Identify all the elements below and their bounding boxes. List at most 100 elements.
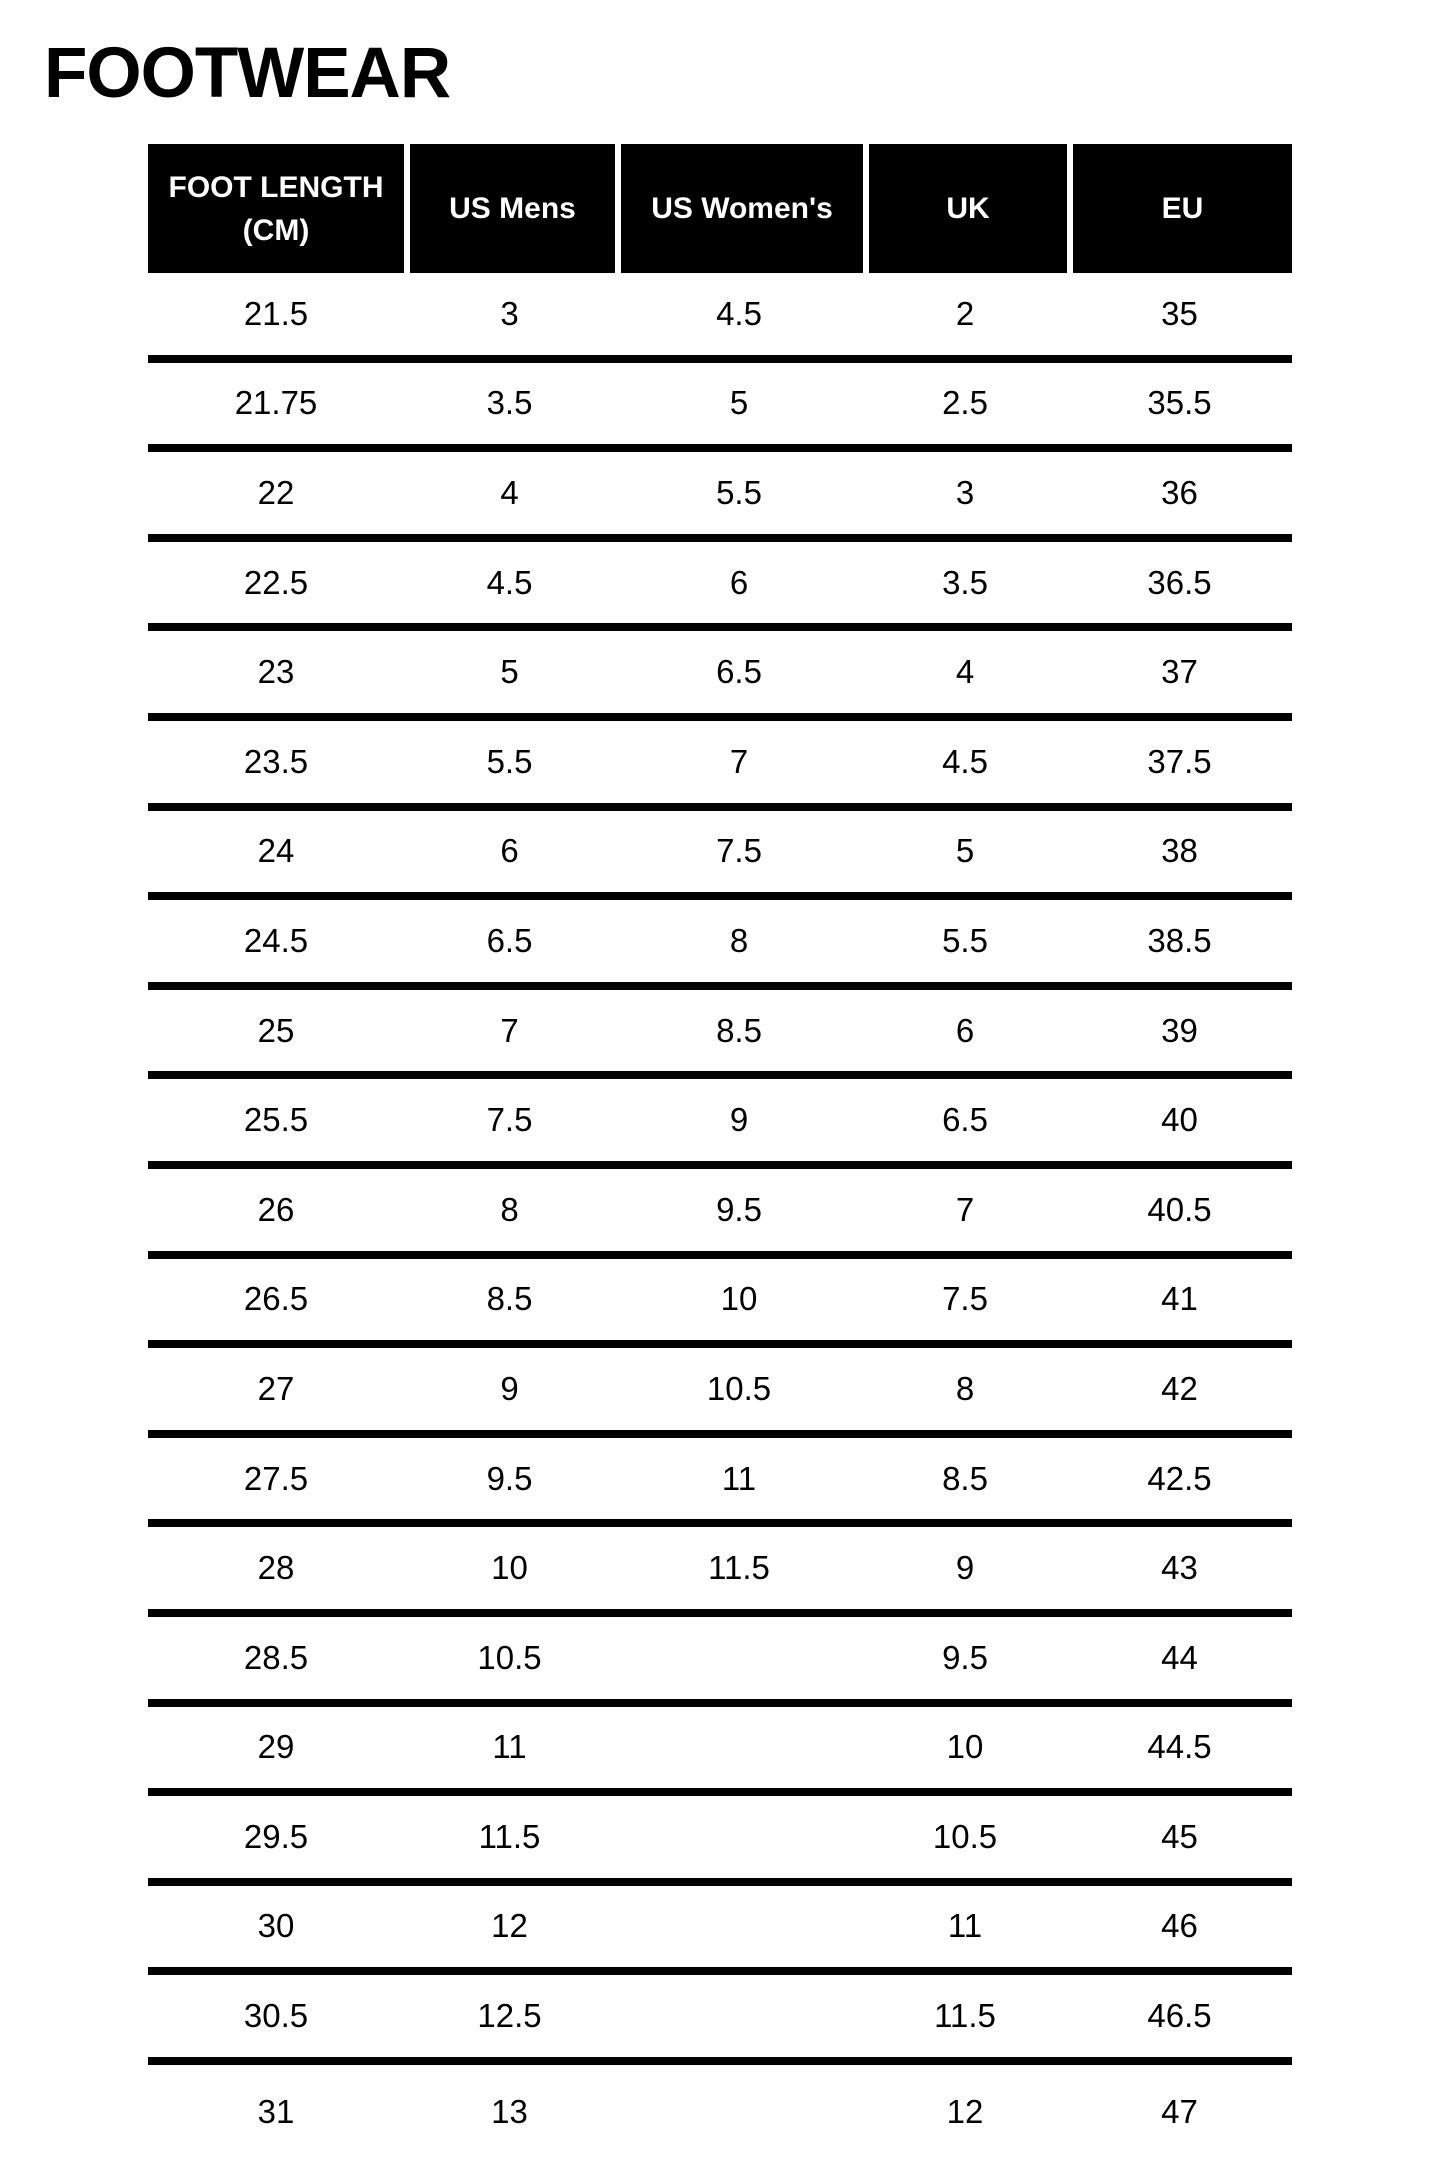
table-cell: 30.5 bbox=[243, 1997, 309, 2035]
table-cell: 39 bbox=[1161, 1011, 1198, 1049]
table-cell: 42.5 bbox=[1147, 1459, 1212, 1497]
table-cell: 46 bbox=[1161, 1907, 1198, 1945]
table-cell: 9.5 bbox=[486, 1459, 533, 1497]
table-cell: 46.5 bbox=[1147, 1997, 1212, 2035]
table-row: 24.5 6.5 8 5.5 38.5 bbox=[148, 900, 1292, 990]
table-cell: 4.5 bbox=[716, 294, 762, 332]
table-cell: 6.5 bbox=[716, 653, 762, 691]
table-cell: 21.75 bbox=[234, 384, 318, 422]
table-cell: 8.5 bbox=[486, 1280, 533, 1318]
table-cell: 4 bbox=[500, 473, 519, 511]
table-cell: 11.5 bbox=[478, 1817, 541, 1855]
table-cell: 7.5 bbox=[486, 1101, 533, 1139]
table-cell: 12 bbox=[491, 1907, 528, 1945]
table-cell bbox=[615, 1707, 863, 1789]
table-cell: 11.5 bbox=[708, 1549, 770, 1587]
table-cell bbox=[615, 1617, 863, 1699]
table-cell: 36 bbox=[1161, 473, 1198, 511]
table-row: 28 10 11.5 9 43 bbox=[148, 1527, 1292, 1617]
table-cell: 30 bbox=[257, 1907, 295, 1945]
table-cell: 9.5 bbox=[716, 1190, 762, 1228]
table-cell: 12.5 bbox=[477, 1997, 542, 2035]
table-cell: 10 bbox=[720, 1280, 758, 1318]
table-row: 26.5 8.5 10 7.5 41 bbox=[148, 1259, 1292, 1349]
table-cell: 42 bbox=[1161, 1369, 1198, 1407]
table-cell: 27 bbox=[257, 1369, 295, 1407]
table-cell: 24.5 bbox=[243, 921, 309, 959]
table-cell: 5 bbox=[500, 653, 519, 691]
table-cell: 28.5 bbox=[243, 1638, 309, 1676]
size-chart-table: FOOT LENGTH (CM) US Mens US Women's UK E… bbox=[148, 144, 1292, 2160]
table-row: 29 11 10 44.5 bbox=[148, 1707, 1292, 1797]
table-cell: 25.5 bbox=[243, 1101, 309, 1139]
table-cell: 4.5 bbox=[486, 563, 533, 601]
table-cell: 35.5 bbox=[1147, 384, 1212, 422]
table-cell bbox=[615, 2065, 863, 2160]
table-cell: 6.5 bbox=[486, 921, 533, 959]
table-row: 27.5 9.5 11 8.5 42.5 bbox=[148, 1438, 1292, 1528]
table-cell: 3.5 bbox=[486, 384, 533, 422]
table-row: 21.75 3.5 5 2.5 35.5 bbox=[148, 363, 1292, 453]
table-row: 27 9 10.5 8 42 bbox=[148, 1348, 1292, 1438]
table-cell: 7 bbox=[500, 1011, 519, 1049]
table-row: 25 7 8.5 6 39 bbox=[148, 990, 1292, 1080]
table-cell: 22 bbox=[257, 473, 295, 511]
table-cell bbox=[615, 1886, 863, 1968]
table-cell: 2 bbox=[955, 294, 975, 332]
table-cell: 7.5 bbox=[716, 832, 762, 870]
table-cell: 25 bbox=[257, 1011, 295, 1049]
table-cell: 11 bbox=[947, 1907, 983, 1945]
table-cell: 5 bbox=[955, 832, 975, 870]
table-row: 25.5 7.5 9 6.5 40 bbox=[148, 1079, 1292, 1169]
table-body: 21.5 3 4.5 2 35 21.75 3.5 5 2.5 35.5 22 4 5.5 3 36 22.5… bbox=[148, 273, 1292, 2160]
table-cell: 11 bbox=[492, 1728, 527, 1766]
table-cell: 22.5 bbox=[243, 563, 309, 601]
table-cell: 5.5 bbox=[942, 921, 988, 959]
table-cell: 6 bbox=[955, 1011, 975, 1049]
table-cell: 26.5 bbox=[243, 1280, 309, 1318]
table-cell: 5.5 bbox=[716, 473, 762, 511]
table-cell: 38 bbox=[1161, 832, 1198, 870]
table-row: 23 5 6.5 4 37 bbox=[148, 631, 1292, 721]
column-header-eu: EU bbox=[1067, 144, 1292, 273]
table-cell: 5.5 bbox=[486, 742, 533, 780]
table-cell: 3 bbox=[500, 294, 519, 332]
table-cell bbox=[615, 1796, 863, 1878]
table-cell: 40.5 bbox=[1147, 1190, 1212, 1228]
table-cell: 4 bbox=[955, 653, 975, 691]
table-cell: 8.5 bbox=[716, 1011, 762, 1049]
table-cell: 5 bbox=[729, 384, 749, 422]
table-cell: 23.5 bbox=[243, 742, 309, 780]
table-cell: 13 bbox=[491, 2093, 528, 2131]
table-cell: 6 bbox=[729, 563, 749, 601]
table-row: 22.5 4.5 6 3.5 36.5 bbox=[148, 542, 1292, 632]
table-cell: 37.5 bbox=[1147, 742, 1212, 780]
table-cell: 8 bbox=[955, 1369, 975, 1407]
table-cell: 11.5 bbox=[934, 1997, 996, 2035]
table-row: 21.5 3 4.5 2 35 bbox=[148, 273, 1292, 363]
table-cell: 6 bbox=[500, 832, 519, 870]
table-cell: 29 bbox=[257, 1728, 295, 1766]
table-cell: 28 bbox=[257, 1549, 295, 1587]
table-cell: 38.5 bbox=[1147, 921, 1212, 959]
table-row: 22 4 5.5 3 36 bbox=[148, 452, 1292, 542]
table-cell: 37 bbox=[1161, 653, 1198, 691]
table-cell: 24 bbox=[257, 832, 295, 870]
table-row: 29.5 11.5 10.5 45 bbox=[148, 1796, 1292, 1886]
table-cell: 11 bbox=[721, 1459, 757, 1497]
table-row: 26 8 9.5 7 40.5 bbox=[148, 1169, 1292, 1259]
table-cell: 29.5 bbox=[243, 1817, 309, 1855]
table-cell: 36.5 bbox=[1147, 563, 1212, 601]
table-cell: 23 bbox=[257, 653, 295, 691]
table-cell: 2.5 bbox=[942, 384, 988, 422]
table-cell: 41 bbox=[1161, 1280, 1198, 1318]
column-header-foot-length-cm: FOOT LENGTH (CM) bbox=[148, 144, 404, 273]
table-row: 30 12 11 46 bbox=[148, 1886, 1292, 1976]
table-cell: 12 bbox=[946, 2093, 984, 2131]
table-row: 24 6 7.5 5 38 bbox=[148, 811, 1292, 901]
table-cell: 44.5 bbox=[1147, 1728, 1212, 1766]
table-cell: 10 bbox=[946, 1728, 984, 1766]
table-cell bbox=[615, 1975, 863, 2057]
table-cell: 43 bbox=[1161, 1549, 1198, 1587]
